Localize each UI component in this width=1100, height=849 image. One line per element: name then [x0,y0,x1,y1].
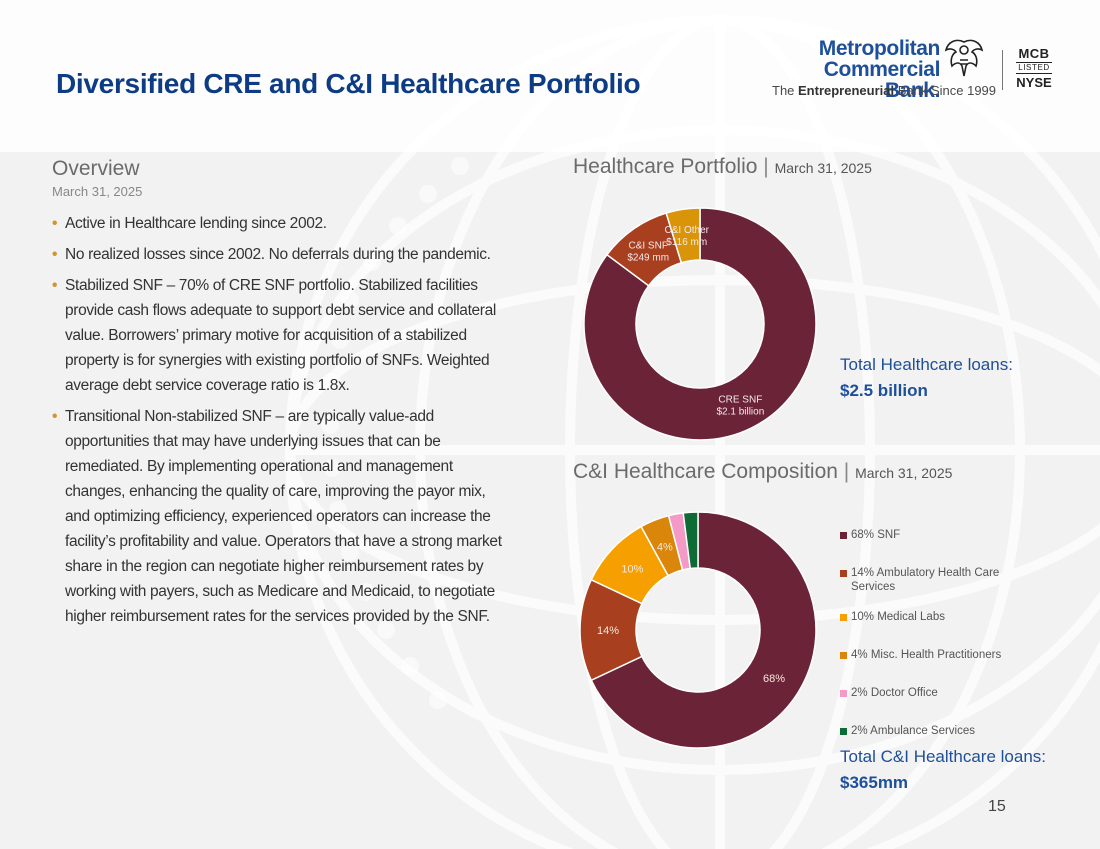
bullet-item: • Stabilized SNF – 70% of CRE SNF portfol… [52,273,514,398]
donut-label: C&I Other [665,225,710,236]
overview-date: March 31, 2025 [52,184,143,199]
legend-label: 2% Doctor Office [851,687,938,699]
healthcare-portfolio-donut-chart: CRE SNF$2.1 billion C&I SNF$249 mm C&I Oth… [583,207,817,441]
bank-name-line2: Commercial Bank. [823,58,941,102]
bullet-text: Active in Healthcare lending since 2002. [65,215,327,232]
donut-label: CRE SNF [718,394,762,405]
ci-healthcare-donut-chart: 68% 14% 10% 4% [579,511,817,749]
title-separator: | [843,460,850,483]
overview-bullet-list: • Active in Healthcare lending since 2002… [52,211,514,635]
donut-label: 10% [621,563,643,575]
donut-label: 68% [763,673,785,685]
donut-label: $2.1 billion [716,406,764,417]
legend-label: 68% SNF [851,529,901,541]
ci-healthcare-legend: 68% SNF 14% Ambulatory Health Care Servic… [840,528,1040,738]
legend-item: 2% Doctor Office [840,686,1040,700]
tagline-pre: The [772,83,799,98]
page-title: Diversified CRE and C&I Healthcare Portf… [56,68,641,99]
legend-item: 14% Ambulatory Health Care Services [840,566,1040,594]
legend-swatch-icon [840,652,847,659]
legend-label: 2% Ambulance Services [851,725,976,737]
section-title-text: Healthcare Portfolio [573,155,758,178]
page-number: 15 [988,798,1006,815]
legend-item: 10% Medical Labs [840,610,1040,624]
total-ci-healthcare-loans: Total C&I Healthcare loans: $365mm [840,744,1046,796]
bullet-text: No realized losses since 2002. No deferr… [65,246,491,263]
legend-swatch-icon [840,570,847,577]
bank-tagline: The Entrepreneurial Bank Since 1999 [772,83,996,98]
bullet-item: • No realized losses since 2002. No defer… [52,242,514,267]
bullet-dot-icon: • [52,246,58,263]
bank-name-line1: Metropolitan [818,37,941,60]
donut-label: $116 mm [666,237,707,248]
logo-divider [1002,50,1003,90]
bullet-dot-icon: • [52,277,58,294]
legend-item: 4% Misc. Health Practitioners [840,648,1040,662]
ticker-symbol: MCB [1018,46,1050,61]
bank-name: Metropolitan Commercial Bank. [770,37,941,102]
legend-item: 68% SNF [840,528,1040,542]
bullet-item: • Transitional Non-stabilized SNF – are t… [52,404,514,629]
legend-item: 2% Ambulance Services [840,724,1040,738]
donut-label: 4% [657,541,673,553]
healthcare-portfolio-title: Healthcare Portfolio | March 31, 2025 [573,155,872,179]
donut-slice-snf [590,511,817,749]
bank-logo: Metropolitan Commercial Bank. MCB LISTED… [770,36,1060,106]
section-date: March 31, 2025 [774,160,872,176]
section-date: March 31, 2025 [855,465,953,481]
listed-label: LISTED [1016,62,1052,74]
legend-swatch-icon [840,728,847,735]
legend-label: 10% Medical Labs [851,611,945,623]
bullet-item: • Active in Healthcare lending since 2002… [52,211,514,236]
donut-slice-c-i-other [665,207,701,264]
donut-slice-ambulance-services [682,511,699,570]
title-separator: | [763,155,769,178]
bullet-text: Transitional Non-stabilized SNF – are ty… [65,408,502,625]
eagle-icon [944,39,984,77]
donut-label: C&I SNF [628,240,667,251]
bullet-dot-icon: • [52,215,58,232]
section-title-text: C&I Healthcare Composition [573,460,838,483]
donut-label: 14% [597,625,619,637]
legend-swatch-icon [840,614,847,621]
ci-healthcare-title: C&I Healthcare Composition | March 31, 2… [573,460,952,484]
donut-label: $249 mm [627,252,669,263]
total-healthcare-loans: Total Healthcare loans: $2.5 billion [840,352,1013,404]
total-ci-value: $365mm [840,773,909,792]
legend-label: 4% Misc. Health Practitioners [851,649,1002,661]
tagline-post: Bank Since 1999 [894,83,997,98]
legend-swatch-icon [840,532,847,539]
legend-label: 14% Ambulatory Health Care Services [851,567,1000,593]
total-healthcare-label: Total Healthcare loans: [840,355,1013,374]
bullet-text: Stabilized SNF – 70% of CRE SNF portfoli… [65,277,496,394]
exchange-name: NYSE [1016,75,1052,90]
legend-swatch-icon [840,690,847,697]
total-healthcare-value: $2.5 billion [840,381,928,400]
total-ci-label: Total C&I Healthcare loans: [840,747,1046,766]
exchange-listing-badge: MCB LISTED NYSE [1014,46,1054,90]
header-band [0,0,1100,152]
tagline-bold: Entrepreneurial [798,83,895,98]
donut-slice-cre-snf [583,207,817,441]
bullet-dot-icon: • [52,408,58,425]
overview-heading: Overview [52,157,140,180]
